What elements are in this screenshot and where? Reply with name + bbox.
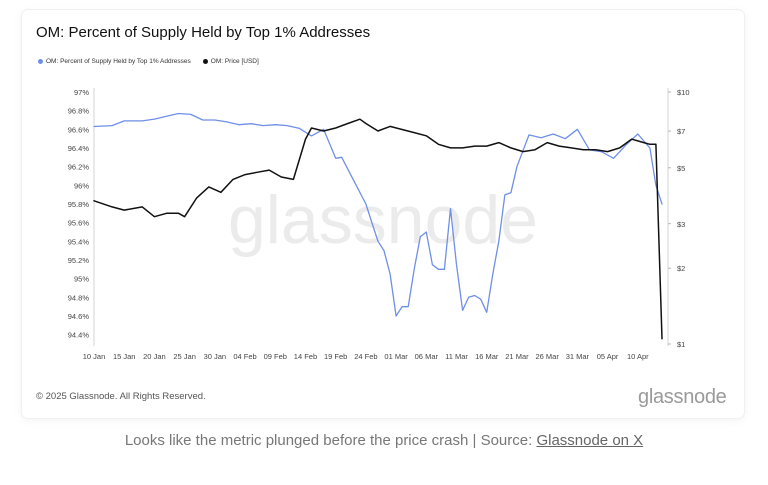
brand-logo: glassnode: [638, 386, 727, 408]
x-axis-tick-label: 15 Jan: [113, 352, 136, 361]
right-axis-tick-label: $3: [677, 220, 685, 229]
left-axis-tick-label: 96%: [74, 181, 89, 190]
copyright-text: © 2025 Glassnode. All Rights Reserved.: [36, 391, 206, 402]
x-axis-tick-label: 30 Jan: [204, 352, 227, 361]
left-axis-tick-label: 97%: [74, 88, 89, 97]
left-axis-tick-label: 94.4%: [68, 331, 90, 340]
x-axis-tick-label: 10 Jan: [83, 352, 106, 361]
legend-price-label: OM: Price [USD]: [210, 58, 259, 65]
left-axis-tick-label: 95.8%: [68, 200, 90, 209]
x-axis-tick-label: 31 Mar: [566, 352, 590, 361]
left-axis-tick-label: 96.2%: [68, 163, 90, 172]
left-axis-tick-label: 95.6%: [68, 219, 90, 228]
left-axis-tick-label: 95%: [74, 275, 89, 284]
left-axis-tick-label: 96.4%: [68, 144, 90, 153]
x-axis-tick-label: 19 Feb: [324, 352, 347, 361]
x-axis-tick-label: 21 Mar: [505, 352, 529, 361]
right-axis-tick-label: $7: [677, 127, 685, 136]
legend-supply-swatch-icon: [38, 59, 43, 64]
chart-title: OM: Percent of Supply Held by Top 1% Add…: [36, 24, 371, 41]
left-axis-tick-label: 95.2%: [68, 256, 90, 265]
watermark-text: glassnode: [228, 182, 538, 258]
source-link[interactable]: Glassnode on X: [536, 432, 644, 449]
left-axis-tick-label: 94.6%: [68, 312, 90, 321]
left-axis-tick-label: 95.4%: [68, 237, 90, 246]
x-axis-tick-label: 01 Mar: [384, 352, 408, 361]
legend-item-supply[interactable]: OM: Percent of Supply Held by Top 1% Add…: [38, 58, 191, 65]
x-axis-tick-label: 26 Mar: [535, 352, 559, 361]
left-axis-tick-label: 94.8%: [68, 293, 90, 302]
x-axis-tick-label: 16 Mar: [475, 352, 499, 361]
left-axis-tick-label: 96.6%: [68, 125, 90, 134]
legend-supply-label: OM: Percent of Supply Held by Top 1% Add…: [46, 58, 191, 65]
chart-card: [22, 10, 744, 418]
right-axis-tick-label: $1: [677, 340, 685, 349]
image-caption: Looks like the metric plunged before the…: [0, 432, 768, 449]
x-axis-tick-label: 14 Feb: [294, 352, 317, 361]
series-line-price: [93, 118, 663, 340]
x-axis-tick-label: 10 Apr: [627, 352, 649, 361]
x-axis-tick-label: 09 Feb: [264, 352, 287, 361]
legend-item-price[interactable]: OM: Price [USD]: [202, 58, 259, 65]
left-axis-tick-label: 96.8%: [68, 107, 90, 116]
x-axis-tick-label: 05 Apr: [597, 352, 619, 361]
right-axis-tick-label: $5: [677, 164, 685, 173]
x-axis-tick-label: 25 Jan: [173, 352, 196, 361]
right-axis-tick-label: $10: [677, 88, 690, 97]
legend-price-swatch-icon: [202, 59, 208, 64]
series-line-supply: [93, 112, 663, 317]
x-axis-tick-label: 11 Mar: [445, 352, 468, 361]
x-axis-tick-label: 06 Mar: [415, 352, 439, 361]
chart-legend: OM: Percent of Supply Held by Top 1% Add…: [38, 58, 259, 65]
x-axis-tick-label: 20 Jan: [143, 352, 166, 361]
right-axis-tick-label: $2: [677, 264, 685, 273]
caption-text: Looks like the metric plunged before the…: [124, 432, 537, 449]
x-axis-tick-label: 24 Feb: [354, 352, 377, 361]
x-axis-tick-label: 04 Feb: [233, 352, 256, 361]
